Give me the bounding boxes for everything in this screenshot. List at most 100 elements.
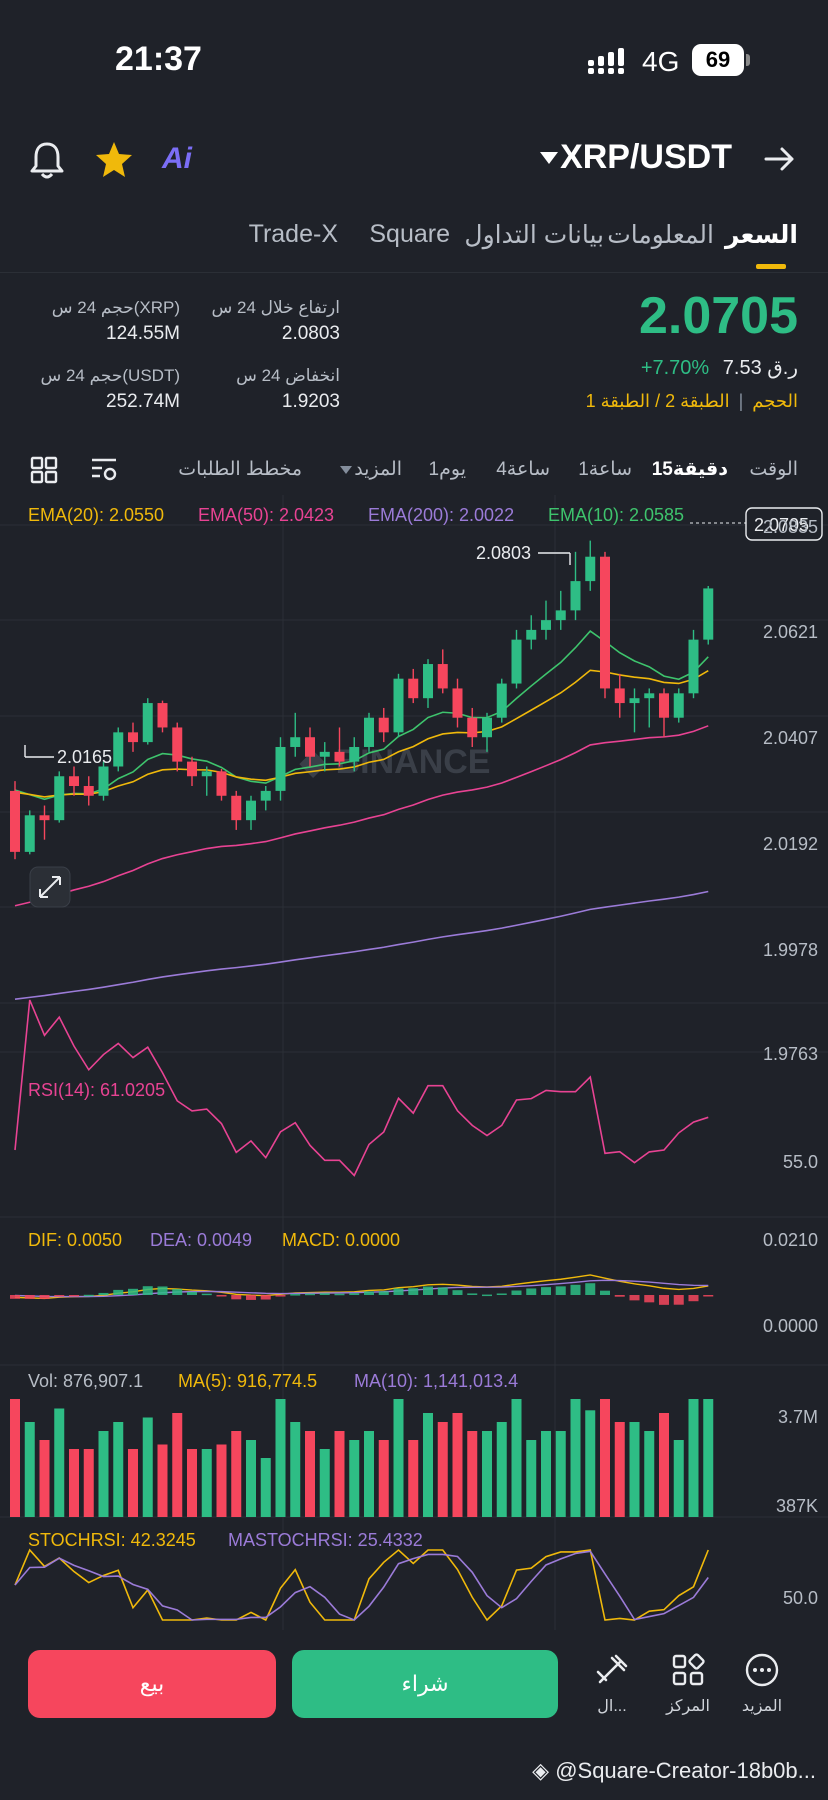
low-marker-label: 2.0165 xyxy=(57,747,112,767)
more-caret-icon[interactable] xyxy=(340,466,352,474)
volume-bar xyxy=(541,1431,551,1517)
rsi-legend: RSI(14): 61.0205 xyxy=(28,1080,166,1100)
candle-body xyxy=(98,766,109,796)
candle-body xyxy=(526,629,537,640)
tab-price[interactable]: السعر xyxy=(724,221,798,249)
candle-body xyxy=(275,746,286,791)
drawing-tool-icon[interactable] xyxy=(594,1652,630,1688)
volume-bar xyxy=(614,1422,625,1517)
grid-layout-icon[interactable] xyxy=(30,456,58,484)
candle-body xyxy=(600,556,610,689)
arrow-right-icon[interactable] xyxy=(764,144,796,174)
tab-trading-data[interactable]: بيانات التداول xyxy=(464,221,604,249)
more-icon[interactable] xyxy=(744,1652,780,1688)
macd-bar xyxy=(69,1295,79,1297)
interval-more[interactable]: المزيد xyxy=(354,459,402,480)
volume-bar xyxy=(260,1458,271,1517)
status-time: 21:37 xyxy=(115,40,202,78)
tier1-tag: الطبقة 1 xyxy=(585,391,651,411)
interval-1h[interactable]: 1ساعة xyxy=(578,459,632,480)
pair-dropdown-icon[interactable] xyxy=(540,152,558,164)
volume-bar xyxy=(378,1440,389,1517)
bottom-item-2-label[interactable]: المركز xyxy=(666,1698,710,1715)
volume-bar xyxy=(157,1444,168,1517)
sell-button[interactable]: بيع xyxy=(28,1650,276,1718)
price-tick-6: 1.9763 xyxy=(762,1044,818,1064)
volume-bar xyxy=(629,1422,640,1517)
current-price-tag: 2.0705 xyxy=(754,515,809,535)
bell-icon[interactable] xyxy=(28,140,66,180)
macd-bar xyxy=(128,1288,138,1295)
interval-1d[interactable]: 1يوم xyxy=(428,459,466,480)
high-marker-label: 2.0803 xyxy=(476,543,531,563)
favorite-star-icon[interactable] xyxy=(94,140,134,180)
volume-tag: الحجم xyxy=(752,391,798,411)
candle-body xyxy=(10,790,20,852)
tab-trade-x[interactable]: Trade-X xyxy=(248,220,338,248)
price-tick-5: 1.9978 xyxy=(762,940,818,960)
macd-bar xyxy=(39,1295,50,1299)
macd-bar xyxy=(157,1286,168,1295)
candle-body xyxy=(659,693,669,718)
ema10-legend: EMA(10): 2.0585 xyxy=(548,505,685,525)
ema50-line xyxy=(14,725,709,907)
macd-bar xyxy=(216,1295,227,1297)
dea-line xyxy=(14,1279,709,1298)
interval-depth-chart[interactable]: مخطط الطلبات xyxy=(178,459,302,480)
volume-bar xyxy=(113,1422,124,1517)
candle-body xyxy=(467,717,478,738)
macd-bar xyxy=(688,1295,699,1302)
trading-pair-title[interactable]: XRP/USDT xyxy=(560,138,732,176)
macd-bar xyxy=(364,1291,374,1295)
volume-bar xyxy=(319,1449,330,1517)
volume-bar xyxy=(482,1431,492,1517)
ema200-line xyxy=(14,890,709,1000)
volume-bar xyxy=(83,1449,94,1517)
candle-body xyxy=(496,683,507,718)
expand-icon[interactable] xyxy=(39,876,61,898)
candle-body xyxy=(688,639,699,694)
candle-body xyxy=(393,678,404,733)
macd-bar xyxy=(644,1295,655,1303)
bottom-item-3-label[interactable]: المزيد xyxy=(741,1698,783,1715)
price-change-row: +7.70% ر.ق 7.53 xyxy=(641,355,798,380)
macd-bar xyxy=(467,1293,478,1295)
positions-icon[interactable] xyxy=(670,1652,706,1688)
tab-info[interactable]: المعلومات xyxy=(607,221,714,249)
rsi-line xyxy=(14,999,709,1177)
bottom-item-1-label[interactable]: ال... xyxy=(597,1698,627,1715)
volume-bar xyxy=(201,1449,212,1517)
macd-bar xyxy=(511,1290,522,1295)
tier-separator: / xyxy=(655,391,661,411)
ema20-line xyxy=(14,669,709,798)
interval-time[interactable]: الوقت xyxy=(749,459,798,480)
interval-15m[interactable]: 15دقيقة xyxy=(651,459,728,480)
volume-bar xyxy=(585,1410,596,1517)
ai-assistant-icon[interactable]: Ai xyxy=(162,142,192,175)
macd-bar xyxy=(246,1295,256,1300)
candle-body xyxy=(703,588,714,640)
volume-bar xyxy=(69,1449,79,1517)
volume-bar xyxy=(555,1431,566,1517)
macd-tick-1: 0.0210 xyxy=(762,1230,818,1250)
macd-bar xyxy=(172,1289,183,1295)
tier2-tag: الطبقة 2 xyxy=(665,391,730,411)
chart-settings-icon[interactable] xyxy=(90,456,118,484)
tab-square[interactable]: Square xyxy=(369,220,450,248)
volume-bar xyxy=(423,1413,433,1517)
volume-bar xyxy=(172,1413,183,1517)
watermark-text: @Square-Creator-18b0b... xyxy=(555,1758,816,1783)
macd-legend: MACD: 0.0000 xyxy=(282,1230,401,1250)
volume-bar xyxy=(128,1449,138,1517)
macd-bar xyxy=(378,1291,389,1295)
interval-4h[interactable]: 4ساعة xyxy=(496,459,550,480)
candle-body xyxy=(187,761,197,777)
buy-button[interactable]: شراء xyxy=(292,1650,558,1718)
kline-chart[interactable]: ◆ BINANCE 2.0803 2.0165 2.0705 xyxy=(0,495,828,1630)
ema50-legend: EMA(50): 2.0423 xyxy=(198,505,335,525)
ma10-legend: MA(10): 1,141,013.4 xyxy=(354,1371,519,1391)
candle-body xyxy=(69,776,79,787)
candle-body xyxy=(378,717,389,733)
candle-body xyxy=(423,664,433,699)
volume-bar xyxy=(275,1399,286,1517)
